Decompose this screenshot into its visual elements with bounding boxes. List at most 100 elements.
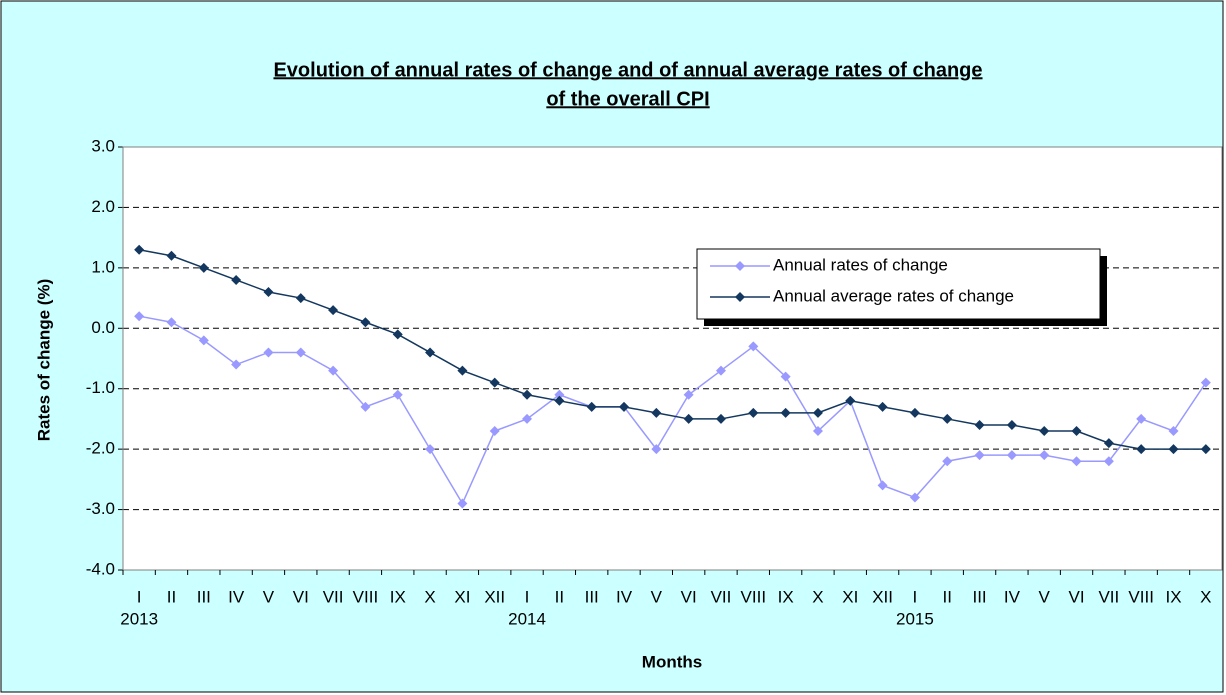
data-point	[360, 401, 371, 412]
x-tick-label: VIII	[1128, 587, 1154, 606]
data-point	[134, 244, 145, 255]
data-point	[134, 311, 145, 322]
data-point	[489, 426, 500, 437]
x-tick-label: II	[943, 587, 952, 606]
data-point	[328, 365, 339, 376]
data-point	[1039, 426, 1050, 437]
data-point	[522, 389, 533, 400]
legend-marker	[735, 261, 745, 271]
data-point	[683, 413, 694, 424]
x-tick-label: VII	[1098, 587, 1119, 606]
data-point	[877, 480, 888, 491]
x-tick-label: III	[972, 587, 986, 606]
x-tick-label: V	[263, 587, 275, 606]
data-point	[619, 401, 630, 412]
y-tick-label: -2.0	[86, 439, 115, 458]
x-tick-label: IV	[616, 587, 633, 606]
y-tick-label: 2.0	[91, 197, 115, 216]
x-tick-label: I	[913, 587, 918, 606]
x-year-label: 2014	[508, 609, 546, 628]
data-point	[1136, 413, 1147, 424]
y-tick-label: -3.0	[86, 499, 115, 518]
data-point	[489, 377, 500, 388]
y-tick-label: -1.0	[86, 378, 115, 397]
data-point	[360, 317, 371, 328]
data-point	[295, 293, 306, 304]
data-point	[683, 389, 694, 400]
plot-area	[123, 147, 1222, 570]
data-point	[1200, 377, 1211, 388]
x-tick-label: II	[167, 587, 176, 606]
x-tick-label: I	[137, 587, 142, 606]
data-point	[231, 359, 242, 370]
data-point	[198, 335, 209, 346]
legend: Annual rates of change Annual average rat…	[696, 248, 1107, 326]
data-point	[1200, 444, 1211, 455]
x-tick-label: IV	[1004, 587, 1021, 606]
x-tick-label: VIII	[353, 587, 379, 606]
x-axis-title: Months	[642, 652, 702, 671]
x-tick-label: IV	[228, 587, 245, 606]
data-point	[1039, 450, 1050, 461]
data-point	[909, 407, 920, 418]
data-point	[748, 341, 759, 352]
data-point	[812, 407, 823, 418]
x-tick-label: VI	[681, 587, 697, 606]
chart-title: of the overall CPI	[546, 88, 709, 110]
data-point	[1006, 419, 1017, 430]
series-line	[139, 248, 1206, 450]
data-point	[457, 498, 468, 509]
legend-label: Annual rates of change	[773, 255, 948, 274]
data-point	[877, 401, 888, 412]
data-point	[166, 250, 177, 261]
y-axis-title: Rates of change (%)	[34, 279, 53, 441]
data-point	[295, 347, 306, 358]
x-year-label: 2015	[896, 609, 934, 628]
x-tick-label: X	[812, 587, 823, 606]
data-point	[554, 395, 565, 406]
data-point	[263, 347, 274, 358]
data-point	[1168, 444, 1179, 455]
x-tick-label: VI	[293, 587, 309, 606]
data-point	[392, 389, 403, 400]
data-point	[845, 395, 856, 406]
data-point	[198, 262, 209, 273]
data-point	[715, 413, 726, 424]
legend-marker	[735, 292, 745, 302]
data-point	[522, 413, 533, 424]
y-tick-label: 0.0	[91, 318, 115, 337]
x-tick-label: VIII	[741, 587, 767, 606]
data-point	[974, 450, 985, 461]
x-tick-label: XII	[484, 587, 505, 606]
series-line	[139, 315, 1207, 506]
data-point	[651, 407, 662, 418]
data-point	[780, 407, 791, 418]
x-tick-label: IX	[390, 587, 406, 606]
data-point	[1071, 426, 1082, 437]
data-point	[263, 287, 274, 298]
data-point	[909, 492, 920, 503]
x-tick-label: VI	[1069, 587, 1085, 606]
x-tick-label: II	[555, 587, 564, 606]
y-tick-label: 3.0	[91, 136, 115, 155]
x-tick-label: III	[197, 587, 211, 606]
data-point	[942, 413, 953, 424]
x-tick-label: X	[1200, 587, 1211, 606]
data-point	[457, 365, 468, 376]
data-point	[586, 401, 597, 412]
x-tick-label: IX	[778, 587, 794, 606]
x-tick-label: III	[585, 587, 599, 606]
data-point	[231, 274, 242, 285]
data-point	[554, 389, 565, 400]
data-point	[328, 305, 339, 316]
x-tick-label: IX	[1165, 587, 1181, 606]
data-point	[748, 407, 759, 418]
x-year-label: 2013	[120, 609, 158, 628]
x-tick-label: XII	[872, 587, 893, 606]
data-point	[425, 444, 436, 455]
x-tick-label: V	[1039, 587, 1051, 606]
x-tick-label: VII	[323, 587, 344, 606]
data-point	[651, 444, 662, 455]
